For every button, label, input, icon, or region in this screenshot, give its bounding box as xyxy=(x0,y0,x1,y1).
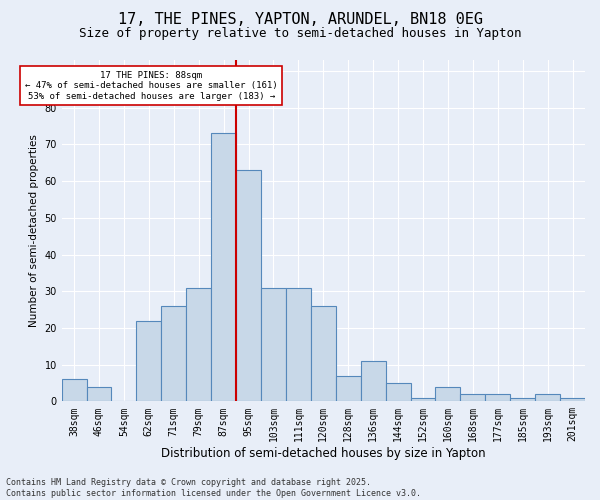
Bar xyxy=(186,288,211,402)
Bar xyxy=(311,306,336,402)
Bar xyxy=(136,320,161,402)
Bar xyxy=(535,394,560,402)
Bar xyxy=(386,383,410,402)
Bar xyxy=(286,288,311,402)
Bar xyxy=(436,386,460,402)
Bar xyxy=(510,398,535,402)
Text: Contains HM Land Registry data © Crown copyright and database right 2025.
Contai: Contains HM Land Registry data © Crown c… xyxy=(6,478,421,498)
Bar xyxy=(336,376,361,402)
Bar xyxy=(560,398,585,402)
Bar xyxy=(86,386,112,402)
Bar xyxy=(485,394,510,402)
Bar xyxy=(410,398,436,402)
Bar xyxy=(161,306,186,402)
Bar xyxy=(361,361,386,402)
Text: 17 THE PINES: 88sqm
← 47% of semi-detached houses are smaller (161)
53% of semi-: 17 THE PINES: 88sqm ← 47% of semi-detach… xyxy=(25,71,278,101)
Bar xyxy=(62,380,86,402)
Bar xyxy=(211,134,236,402)
Bar xyxy=(261,288,286,402)
Y-axis label: Number of semi-detached properties: Number of semi-detached properties xyxy=(29,134,39,327)
Text: Size of property relative to semi-detached houses in Yapton: Size of property relative to semi-detach… xyxy=(79,28,521,40)
X-axis label: Distribution of semi-detached houses by size in Yapton: Distribution of semi-detached houses by … xyxy=(161,447,485,460)
Bar xyxy=(236,170,261,402)
Text: 17, THE PINES, YAPTON, ARUNDEL, BN18 0EG: 17, THE PINES, YAPTON, ARUNDEL, BN18 0EG xyxy=(118,12,482,28)
Bar xyxy=(460,394,485,402)
